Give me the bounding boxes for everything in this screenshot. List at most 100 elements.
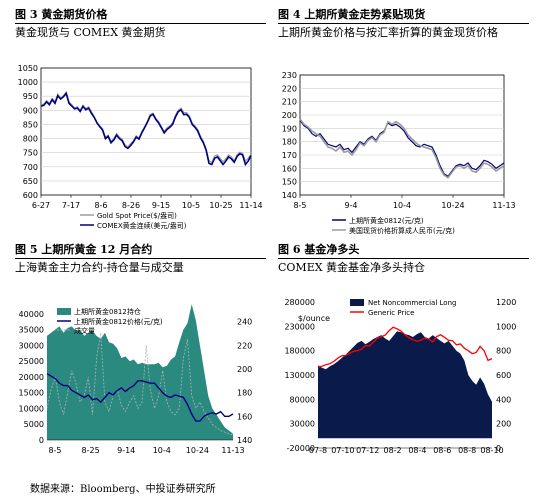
fig4-ytick-label: 210	[282, 98, 297, 107]
fig4-ytick-label: 230	[282, 71, 297, 80]
fig3-xtick-label: 8-26	[122, 201, 140, 210]
fig6-xtick-label: 08-6	[433, 446, 451, 455]
fig5-ytick-left: 40000	[19, 310, 44, 319]
fig3-title: 图 3 黄金期货价格	[15, 8, 108, 21]
fig3-legend-label: Gold Spot Price($/盎司)	[97, 211, 177, 220]
fig3-series-line-1	[40, 91, 252, 167]
fig4-ytick-label: 150	[282, 178, 297, 187]
fig4-title: 图 4 上期所黄金走势紧贴现货	[278, 8, 426, 21]
fig4-ytick-label: 190	[282, 124, 297, 133]
fig3-xtick-label: 7-17	[62, 201, 80, 210]
fig5-ytick-left: 5000	[24, 420, 44, 429]
fig5-xtick-label: 11-13	[221, 446, 244, 455]
fig4-series-line-1	[299, 118, 505, 179]
fig6-xtick-label: 07-10	[331, 446, 354, 455]
fig6-legend-label: Generic Price	[368, 309, 414, 317]
fig5-legend-label: 上期所黄金0812价格(元/克)	[74, 317, 163, 326]
fig5-ytick-right: 240	[237, 318, 252, 327]
fig3-chart: 600 650 700 750 800 850 900 950 1000 1050 6-27 7-17…	[18, 64, 263, 230]
fig6-ytick-left: -20000	[287, 444, 315, 453]
fig6-xtick-label: 08-4	[408, 446, 426, 455]
fig4-ytick-label: 220	[282, 84, 297, 93]
fig4-xtick-label: 10-4	[393, 201, 411, 210]
fig5-ytick-right: 220	[237, 341, 252, 350]
fig6-ytick-left: 80000	[290, 395, 315, 404]
fig5-legend-label: 成交量	[74, 326, 95, 335]
fig6-ytick-right: 400	[496, 395, 511, 404]
fig4-ytick-label: 160	[282, 164, 297, 173]
fig6-ytick-right: 1000	[496, 322, 516, 331]
fig6-ytick-right: 1200	[496, 298, 516, 307]
fig3-ytick-label: 600	[23, 191, 38, 200]
fig3-xtick-label: 11-14	[239, 201, 262, 210]
fig6-subtitle: COMEX 黄金基金净多头持仓	[278, 261, 426, 274]
fig6-xtick-label: 08-10	[480, 446, 503, 455]
fig5-xtick-label: 9-14	[117, 446, 135, 455]
fig5-ytick-right: 140	[237, 436, 252, 445]
fig4-xtick-label: 9-4	[344, 201, 357, 210]
fig5-title-rule	[15, 258, 266, 259]
fig3-ytick-label: 800	[23, 135, 38, 144]
fig6-title: 图 6 基金净多头	[278, 243, 360, 256]
fig5-chart: 0 5000 10000 15000 20000 25000 30000 35000 40000…	[19, 304, 252, 455]
fig6-xtick-label: 07-8	[309, 446, 327, 455]
fig6-legend-label: Net Noncommercial Long	[368, 299, 456, 307]
fig6-ytick-left: 30000	[290, 420, 315, 429]
fig4-subtitle: 上期所黄金价格与按汇率折算的黄金现货价格	[278, 26, 498, 39]
fig5-ytick-right: 180	[237, 389, 252, 398]
fig3-xtick-label: 9-15	[152, 201, 170, 210]
fig5-title: 图 5 上期所黄金 12 月合约	[15, 243, 153, 256]
fig3-ytick-label: 1050	[18, 64, 38, 73]
fig3-legend-label: COMEX黄金连续(美元/盎司)	[97, 221, 187, 230]
fig3-ytick-label: 900	[23, 106, 38, 115]
fig3-ytick-label: 750	[23, 149, 38, 158]
fig4-ytick-label: 170	[282, 151, 297, 160]
fig3-subtitle: 黄金现货与 COMEX 黄金期货	[15, 26, 166, 39]
fig4-ytick-label: 140	[282, 191, 297, 200]
fig3-plot-area	[40, 67, 252, 196]
fig5-ytick-left: 20000	[19, 373, 44, 382]
fig4-xtick-label: 8-5	[293, 201, 306, 210]
fig4-xtick-label: 10-24	[441, 201, 464, 210]
fig6-ytick-left: 230000	[284, 322, 315, 331]
fig6-price-line	[317, 326, 493, 368]
fig5-legend-swatch	[57, 308, 71, 315]
fig3-title-rule	[15, 23, 266, 24]
fig6-unit-label: $/ounce	[298, 314, 330, 323]
fig5-ytick-left: 0	[39, 436, 44, 445]
fig4-plot-area	[299, 74, 505, 196]
fig5-ytick-left: 25000	[19, 357, 44, 366]
fig3-xtick-label: 8-6	[94, 201, 107, 210]
fig4-xtick-label: 11-13	[492, 201, 515, 210]
fig6-xtick-label: 07-12	[356, 446, 379, 455]
fig4-title-rule	[278, 23, 529, 24]
fig6-ytick-left: 130000	[284, 371, 315, 380]
fig5-ytick-left: 15000	[19, 389, 44, 398]
fig4-series-line-0	[299, 119, 505, 178]
fig5-ytick-left: 30000	[19, 341, 44, 350]
fig3-xtick-label: 10-25	[209, 201, 232, 210]
fig4-legend-label: 上期所黄金0812(元/克)	[349, 216, 424, 225]
fig5-ytick-left: 35000	[19, 326, 44, 335]
fig6-net-long-area	[318, 331, 492, 439]
fig4-chart: 140 150 160 170 180 190 200 210 220 230 8-5 9-4 10-4…	[282, 71, 516, 235]
fig5-ytick-right: 200	[237, 365, 252, 374]
source-note: 数据来源：Bloomberg、中投证券研究所	[30, 484, 216, 495]
fig6-ytick-left: 280000	[284, 298, 315, 307]
fig5-ytick-right: 160	[237, 412, 252, 421]
fig5-subtitle: 上海黄金主力合约-持仓量与成交量	[15, 261, 184, 274]
fig6-ytick-right: 800	[496, 347, 511, 356]
fig4-ytick-label: 180	[282, 138, 297, 147]
fig5-legend-label: 上期所黄金0812持仓	[74, 307, 141, 316]
fig3-ytick-label: 700	[23, 163, 38, 172]
fig5-xtick-label: 10-4	[153, 446, 171, 455]
fig6-ytick-left: 180000	[284, 347, 315, 356]
fig4-legend-label: 美国现货价格折算成人民币(元/克)	[349, 226, 455, 235]
fig5-xtick-label: 8-25	[82, 446, 100, 455]
fig5-xtick-label: 8-5	[48, 446, 61, 455]
fig6-xtick-label: 08-2	[383, 446, 401, 455]
fig6-ytick-right: 0	[496, 444, 501, 453]
fig5-open-interest-area	[47, 304, 233, 440]
fig6-xtick-label: 08-8	[458, 446, 476, 455]
fig3-ytick-label: 950	[23, 92, 38, 101]
